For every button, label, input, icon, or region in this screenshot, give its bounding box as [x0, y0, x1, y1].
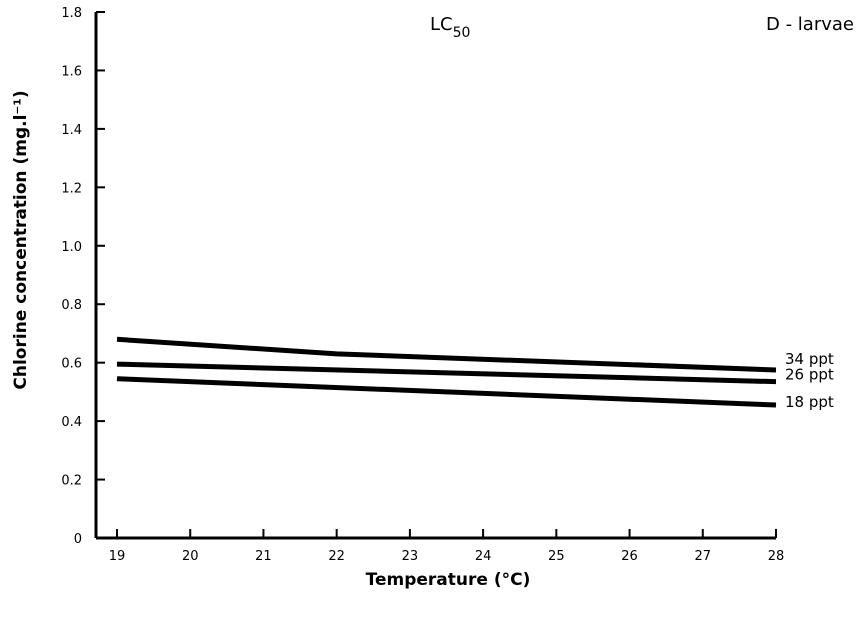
chart-title-subscript: 50: [453, 25, 471, 41]
x-tick-label: 28: [768, 549, 785, 564]
series-label: 34 ppt: [785, 350, 834, 368]
y-tick-label: 1.2: [61, 181, 82, 196]
y-tick-label: 0.4: [61, 415, 82, 430]
series-label: 26 ppt: [785, 366, 834, 384]
y-tick-label: 0.8: [61, 298, 82, 313]
x-axis-title: Temperature (°C): [366, 570, 531, 590]
y-ticks: 0 0.2 0.4 0.6 0.8 1.0 1.2 1.4 1.6 1.8: [61, 6, 105, 547]
series-line: [116, 361, 777, 385]
y-tick-label: 0.2: [61, 474, 82, 489]
y-tick-label: 1.0: [61, 240, 82, 255]
series-line: [116, 336, 777, 373]
series-label: 18 ppt: [785, 393, 834, 411]
axes: [94, 12, 776, 540]
x-tick-label: 21: [255, 549, 272, 564]
chart-subtitle: D - larvae: [766, 14, 854, 35]
chart-title-main: LC: [430, 14, 453, 35]
x-tick-label: 19: [109, 549, 126, 564]
y-tick-label: 1.4: [61, 123, 82, 138]
x-tick-label: 23: [402, 549, 419, 564]
x-tick-label: 25: [548, 549, 565, 564]
x-tick-label: 24: [475, 549, 492, 564]
series-lines: [116, 336, 777, 408]
y-tick-label: 1.8: [61, 6, 82, 21]
y-tick-label: 0.6: [61, 357, 82, 372]
chart-title: LC50: [430, 14, 470, 41]
y-tick-label: 1.6: [61, 64, 82, 79]
x-tick-label: 26: [621, 549, 638, 564]
x-ticks: 19 20 21 22 23 24 25 26 27 28: [109, 529, 785, 564]
x-tick-label: 22: [328, 549, 345, 564]
y-axis-title: Chlorine concentration (mg.l⁻¹): [11, 90, 31, 389]
y-tick-label: 0: [74, 532, 82, 547]
series-line: [116, 376, 777, 408]
x-tick-label: 27: [695, 549, 712, 564]
x-tick-label: 20: [182, 549, 199, 564]
